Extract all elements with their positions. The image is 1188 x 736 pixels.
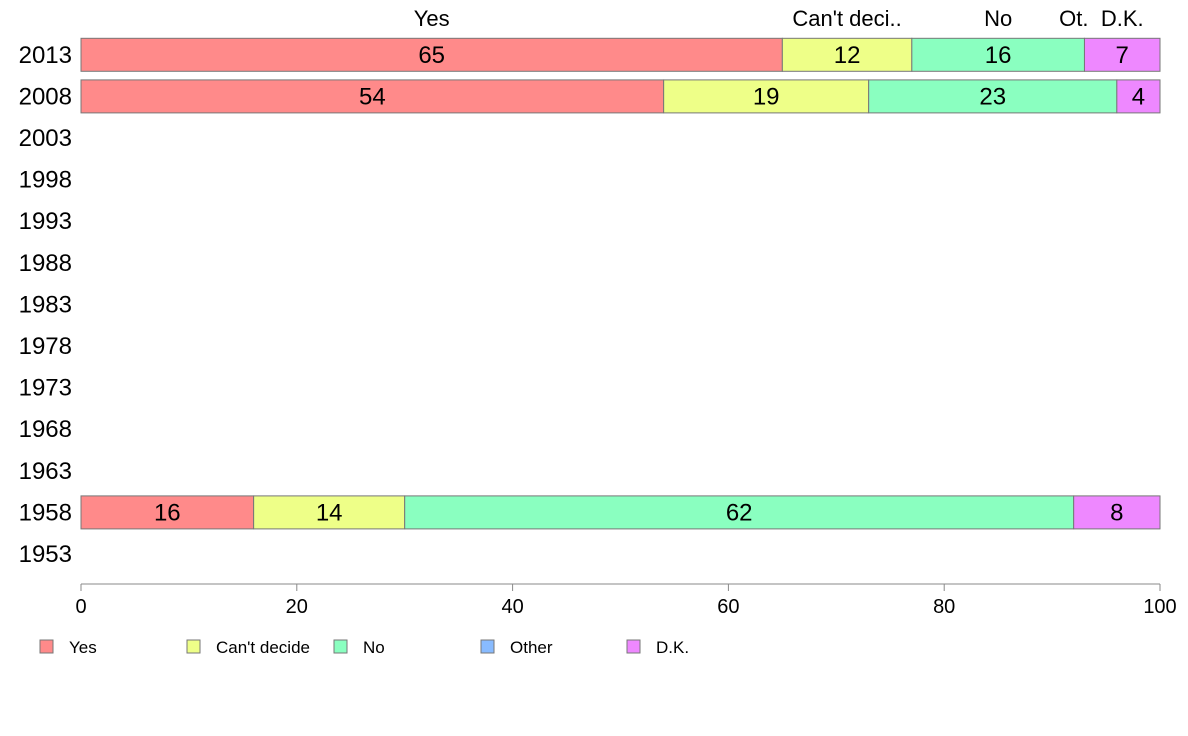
legend-label: D.K. — [656, 638, 689, 657]
y-tick-label: 1968 — [19, 416, 72, 443]
top-category-label: D.K. — [1101, 6, 1144, 31]
bar-segment — [911, 37, 1085, 72]
bar-segment — [1073, 495, 1161, 530]
bar-segment — [868, 79, 1118, 114]
top-labels: Yes Can't deci.. No Ot. D.K. — [414, 6, 1144, 31]
y-tick-label: 1998 — [19, 167, 72, 194]
bar-segment — [781, 37, 913, 72]
y-axis-labels: 2013 2008 2003 1998 1993 1988 1983 1978 1973 1968… — [19, 42, 72, 568]
legend-swatch — [480, 639, 495, 654]
x-tick-label: 0 — [75, 596, 86, 618]
bar-segment — [253, 495, 406, 530]
y-tick-label: 1983 — [19, 291, 72, 318]
legend-label: No — [363, 638, 385, 657]
plot-area: 65 12 16 7 54 19 23 4 16 14 62 8 — [80, 37, 1161, 530]
x-tick-label: 20 — [286, 596, 308, 618]
data-label: 16 — [154, 499, 181, 526]
legend: Yes Can't decide No Other D.K. — [39, 638, 689, 657]
bar-segment — [1116, 79, 1161, 114]
bar-segment — [80, 495, 255, 530]
y-tick-label: 1963 — [19, 458, 72, 485]
data-label: 12 — [834, 42, 861, 69]
top-category-label: No — [984, 6, 1012, 31]
bar-segment — [80, 37, 783, 72]
bar-segment — [663, 79, 870, 114]
data-label: 14 — [316, 499, 343, 526]
x-tick-label: 40 — [501, 596, 523, 618]
y-tick-label: 2008 — [19, 83, 72, 110]
data-label: 65 — [418, 42, 445, 69]
x-tick-label: 100 — [1143, 596, 1176, 618]
top-category-label: Can't deci.. — [792, 6, 901, 31]
data-label: 54 — [359, 83, 386, 110]
y-tick-label: 2003 — [19, 125, 72, 152]
top-category-label: Ot. — [1059, 6, 1088, 31]
y-tick-label: 1953 — [19, 541, 72, 568]
data-label: 16 — [985, 42, 1012, 69]
y-tick-label: 1978 — [19, 333, 72, 360]
y-tick-label: 1973 — [19, 375, 72, 402]
legend-label: Can't decide — [216, 638, 310, 657]
legend-swatch — [39, 639, 54, 654]
top-category-label: Yes — [414, 6, 450, 31]
data-label: 7 — [1116, 42, 1129, 69]
y-tick-label: 1958 — [19, 499, 72, 526]
data-label: 4 — [1132, 83, 1145, 110]
legend-label: Yes — [69, 638, 97, 657]
data-label: 8 — [1110, 499, 1123, 526]
legend-swatch — [186, 639, 201, 654]
y-tick-label: 1988 — [19, 250, 72, 277]
bar-segment — [80, 79, 665, 114]
x-axis: 0 20 40 60 80 100 — [75, 583, 1177, 618]
x-tick-label: 80 — [933, 596, 955, 618]
legend-swatch — [333, 639, 348, 654]
x-tick-label: 60 — [717, 596, 739, 618]
y-tick-label: 2013 — [19, 42, 72, 69]
data-label: 23 — [979, 83, 1006, 110]
y-tick-label: 1993 — [19, 208, 72, 235]
data-label: 62 — [726, 499, 753, 526]
bar-segment — [1083, 37, 1161, 72]
data-label: 19 — [753, 83, 780, 110]
legend-swatch — [626, 639, 641, 654]
legend-label: Other — [510, 638, 553, 657]
